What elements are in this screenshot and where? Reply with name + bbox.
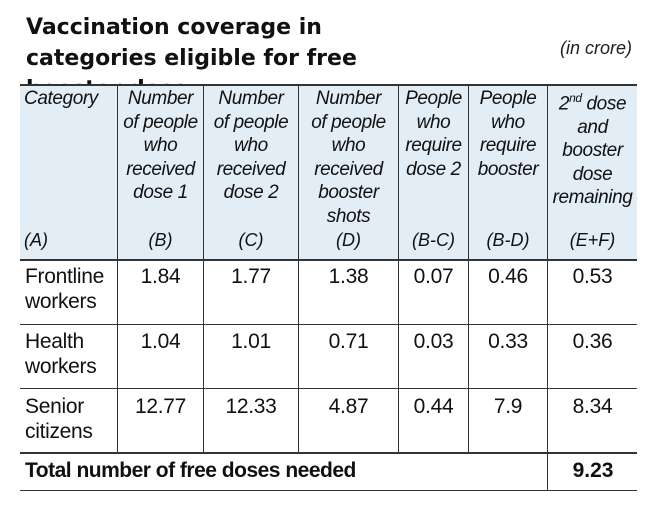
- header-bottom-rule: [20, 259, 637, 261]
- table-top-rule: [20, 84, 637, 86]
- table-cell: 0.33: [488, 330, 528, 353]
- header-require-booster: People who require booster: [477, 88, 539, 180]
- total-value: 9.23: [572, 459, 614, 482]
- row-divider: [20, 324, 637, 325]
- column-divider: [203, 86, 204, 452]
- header-remaining-text: dose and booster dose remaining: [552, 93, 633, 209]
- table-cell: 1.04: [140, 330, 181, 353]
- table-header-background: [20, 86, 637, 260]
- header-dose2: Number of people who received dose 2: [213, 88, 289, 203]
- table-cell: 7.9: [493, 395, 523, 418]
- header-category: Category: [24, 88, 98, 109]
- code-c: (C): [238, 230, 264, 250]
- column-divider: [547, 86, 548, 491]
- table-cell: 8.34: [572, 395, 613, 418]
- total-label: Total number of free doses needed: [25, 459, 356, 482]
- table-cell: 1.01: [231, 330, 271, 353]
- header-remaining: 2nd dose and booster dose remaining: [548, 87, 637, 210]
- column-divider: [468, 86, 469, 452]
- header-require-dose2: People who require dose 2: [405, 88, 462, 180]
- table-cell: 12.77: [134, 395, 187, 418]
- table-cell: 1.38: [328, 265, 369, 288]
- table-cell: 0.44: [413, 395, 454, 418]
- code-e-f: (E+F): [569, 230, 616, 250]
- row-label-senior: Senior citizens: [25, 395, 93, 443]
- table-cell: 4.87: [328, 395, 369, 418]
- table-cell: 0.46: [488, 265, 528, 288]
- header-remaining-ordinal: nd: [569, 91, 582, 105]
- table-cell: 0.53: [572, 265, 613, 288]
- unit-label: (in crore): [559, 38, 632, 58]
- header-booster: Number of people who received booster sh…: [311, 88, 386, 227]
- code-b-c: (B-C): [412, 230, 455, 250]
- row-label-health: Health workers: [25, 330, 97, 378]
- row-label-frontline: Frontline workers: [25, 265, 105, 313]
- header-remaining-number: 2: [558, 93, 570, 115]
- code-b-d: (B-D): [486, 230, 530, 250]
- code-a: (A): [24, 230, 48, 250]
- total-top-rule: [20, 452, 637, 454]
- header-dose1: Number of people who received dose 1: [123, 88, 198, 203]
- table-bottom-rule: [20, 490, 637, 491]
- table-cell: 1.77: [231, 265, 271, 288]
- table-cell: 0.03: [413, 330, 454, 353]
- table-cell: 1.84: [140, 265, 181, 288]
- table-cell: 0.07: [413, 265, 454, 288]
- code-d: (D): [336, 230, 361, 250]
- column-divider: [117, 86, 118, 452]
- column-divider: [298, 86, 299, 452]
- row-divider: [20, 388, 637, 389]
- code-b: (B): [148, 230, 173, 250]
- column-divider: [398, 86, 399, 452]
- table-cell: 12.33: [225, 395, 277, 418]
- table-cell: 0.71: [328, 330, 369, 353]
- table-cell: 0.36: [572, 330, 613, 353]
